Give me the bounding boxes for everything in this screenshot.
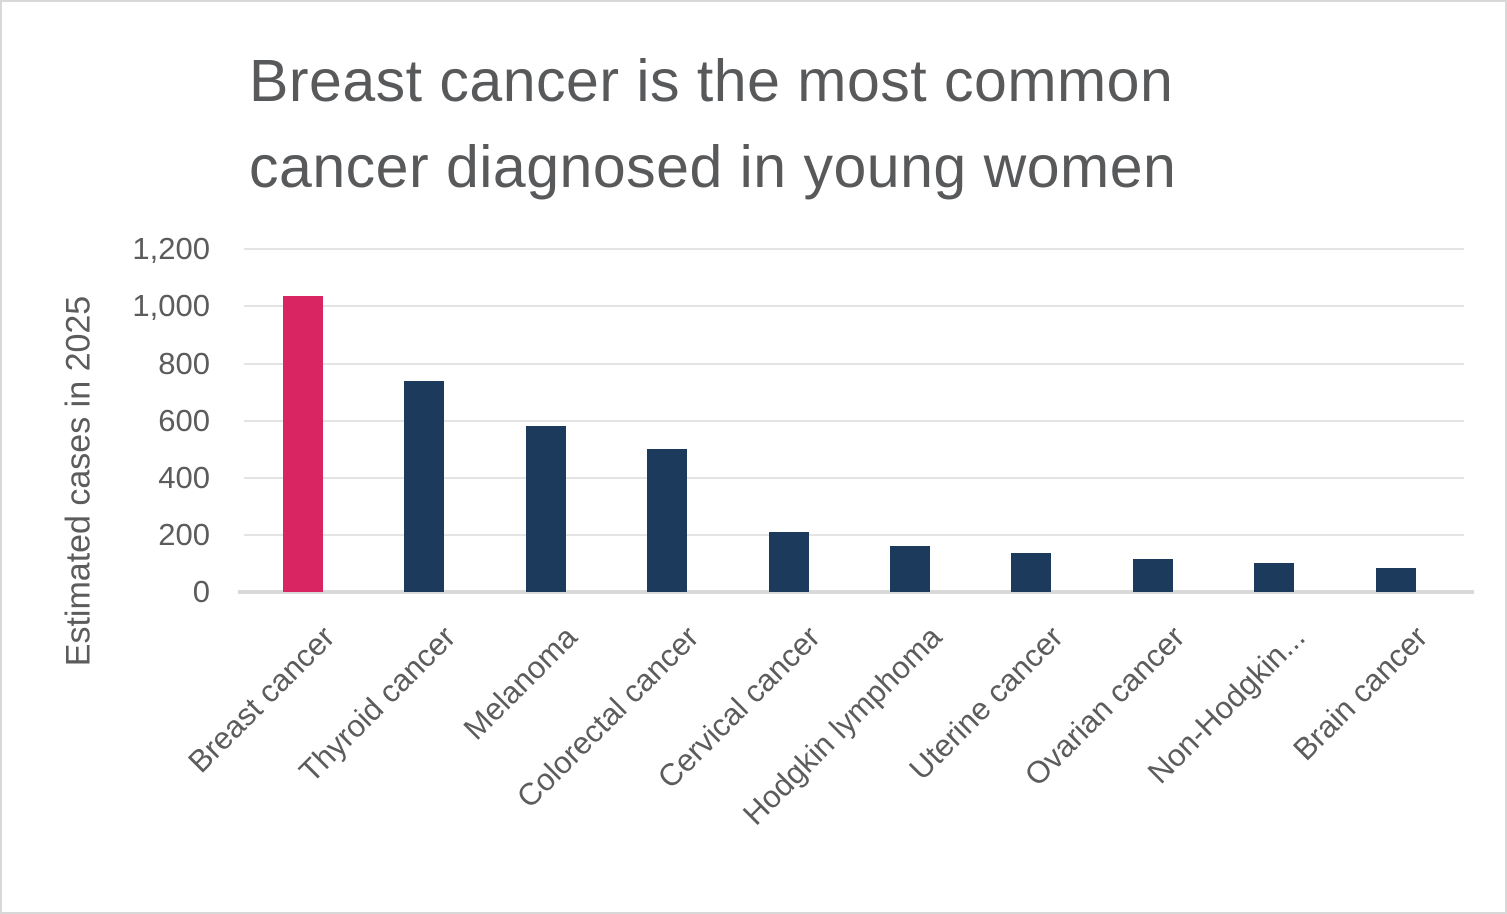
chart-title-line-1: Breast cancer is the most common: [249, 48, 1174, 114]
bar-cervical-cancer: [768, 532, 809, 592]
bar-ovarian-cancer: [1132, 559, 1173, 592]
gridline-600: [244, 419, 1464, 422]
gridline-400: [244, 476, 1464, 479]
y-tick-label-600: 600: [158, 402, 210, 438]
bar-hodgkin-lymphoma: [890, 546, 930, 592]
chart-title-line-2: cancer diagnosed in young women: [249, 134, 1177, 200]
gridline-800: [244, 362, 1464, 365]
bar-melanoma: [525, 426, 566, 592]
gridline-1000: [244, 305, 1464, 308]
chart-title: Breast cancer is the most common cancer …: [249, 38, 1176, 210]
gridline-200: [244, 533, 1464, 536]
y-tick-label-400: 400: [158, 459, 210, 495]
bar-uterine-cancer: [1011, 553, 1052, 592]
x-axis-baseline: [238, 590, 1474, 594]
x-axis-label-melanoma: Melanoma: [456, 619, 584, 747]
y-tick-label-0: 0: [192, 574, 210, 609]
bar-thyroid-cancer: [404, 380, 445, 592]
bar-brain-cancer: [1375, 567, 1416, 592]
gridline-1200: [244, 248, 1464, 251]
y-tick-label-1200: 1,200: [132, 231, 210, 267]
y-tick-label-200: 200: [158, 516, 210, 552]
bar-non-hodgkin: [1254, 563, 1295, 592]
bar-breast-cancer: [283, 296, 323, 592]
y-tick-label-800: 800: [158, 345, 210, 381]
bar-colorectal-cancer: [647, 449, 688, 592]
y-tick-label-1000: 1,000: [132, 288, 210, 324]
